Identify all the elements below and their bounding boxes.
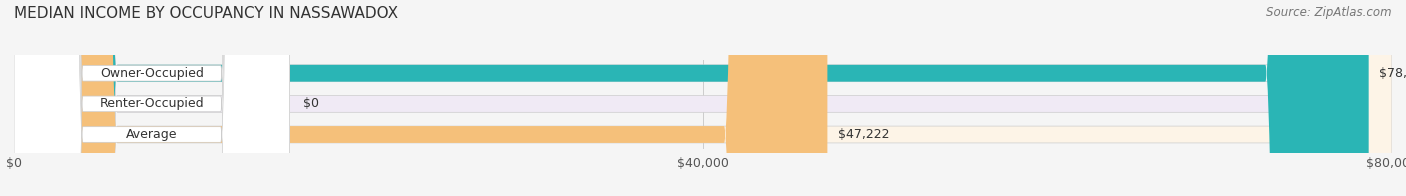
FancyBboxPatch shape [14,0,1368,196]
FancyBboxPatch shape [14,0,290,196]
FancyBboxPatch shape [14,0,1392,196]
Text: $47,222: $47,222 [838,128,889,141]
FancyBboxPatch shape [14,0,1392,196]
Text: Source: ZipAtlas.com: Source: ZipAtlas.com [1267,6,1392,19]
Text: $0: $0 [304,97,319,110]
FancyBboxPatch shape [14,0,1392,196]
Text: Average: Average [127,128,177,141]
FancyBboxPatch shape [14,0,290,196]
FancyBboxPatch shape [14,0,290,196]
FancyBboxPatch shape [14,0,827,196]
Text: Owner-Occupied: Owner-Occupied [100,67,204,80]
Text: Renter-Occupied: Renter-Occupied [100,97,204,110]
Text: MEDIAN INCOME BY OCCUPANCY IN NASSAWADOX: MEDIAN INCOME BY OCCUPANCY IN NASSAWADOX [14,6,398,21]
Text: $78,649: $78,649 [1379,67,1406,80]
